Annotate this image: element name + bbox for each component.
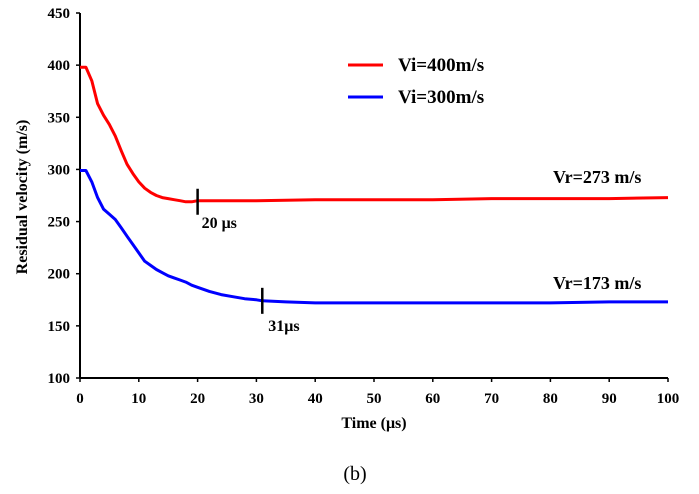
x-tick-label: 50 <box>367 391 382 407</box>
x-tick-label: 90 <box>602 391 617 407</box>
y-tick-label: 350 <box>48 110 71 126</box>
y-tick-label: 150 <box>48 319 71 335</box>
x-tick-labels: 0 10 20 30 40 50 60 70 80 90 100 <box>76 378 679 407</box>
legend-label-vi-300: Vi=300m/s <box>398 87 484 108</box>
time-marker-20us-label: 20 μs <box>202 215 237 232</box>
x-tick-label: 80 <box>543 391 558 407</box>
series-line-vi-400 <box>80 65 669 204</box>
series-lines <box>80 65 669 305</box>
y-axis-title: Residual velocity (m/s) <box>14 120 31 275</box>
y-tick-label: 300 <box>48 162 71 178</box>
x-tick-label: 70 <box>484 391 499 407</box>
series-line-vi-300 <box>80 169 668 305</box>
y-tick-label: 200 <box>48 267 71 283</box>
annotation-vr-173: Vr=173 m/s <box>553 273 641 293</box>
x-tick-label: 20 <box>190 391 205 407</box>
x-axis-title: Time (μs) <box>341 415 406 432</box>
figure-caption: (b) <box>343 463 366 485</box>
time-marker-31us-label: 31μs <box>268 318 299 335</box>
legend-label-vi-400: Vi=400m/s <box>398 55 484 76</box>
annotation-vr-273: Vr=273 m/s <box>553 167 641 187</box>
y-tick-label: 250 <box>48 215 71 231</box>
x-tick-label: 40 <box>308 391 323 407</box>
x-tick-label: 100 <box>657 391 680 407</box>
y-tick-labels: 100 150 200 250 300 350 400 450 <box>48 6 80 387</box>
y-tick-label: 450 <box>48 6 71 22</box>
x-tick-label: 0 <box>76 391 84 407</box>
y-tick-label: 400 <box>48 58 71 74</box>
x-tick-label: 60 <box>425 391 440 407</box>
x-tick-label: 30 <box>249 391 264 407</box>
legend: Vi=400m/s Vi=300m/s <box>348 55 484 108</box>
y-tick-label: 100 <box>48 371 71 387</box>
x-tick-label: 10 <box>131 391 146 407</box>
